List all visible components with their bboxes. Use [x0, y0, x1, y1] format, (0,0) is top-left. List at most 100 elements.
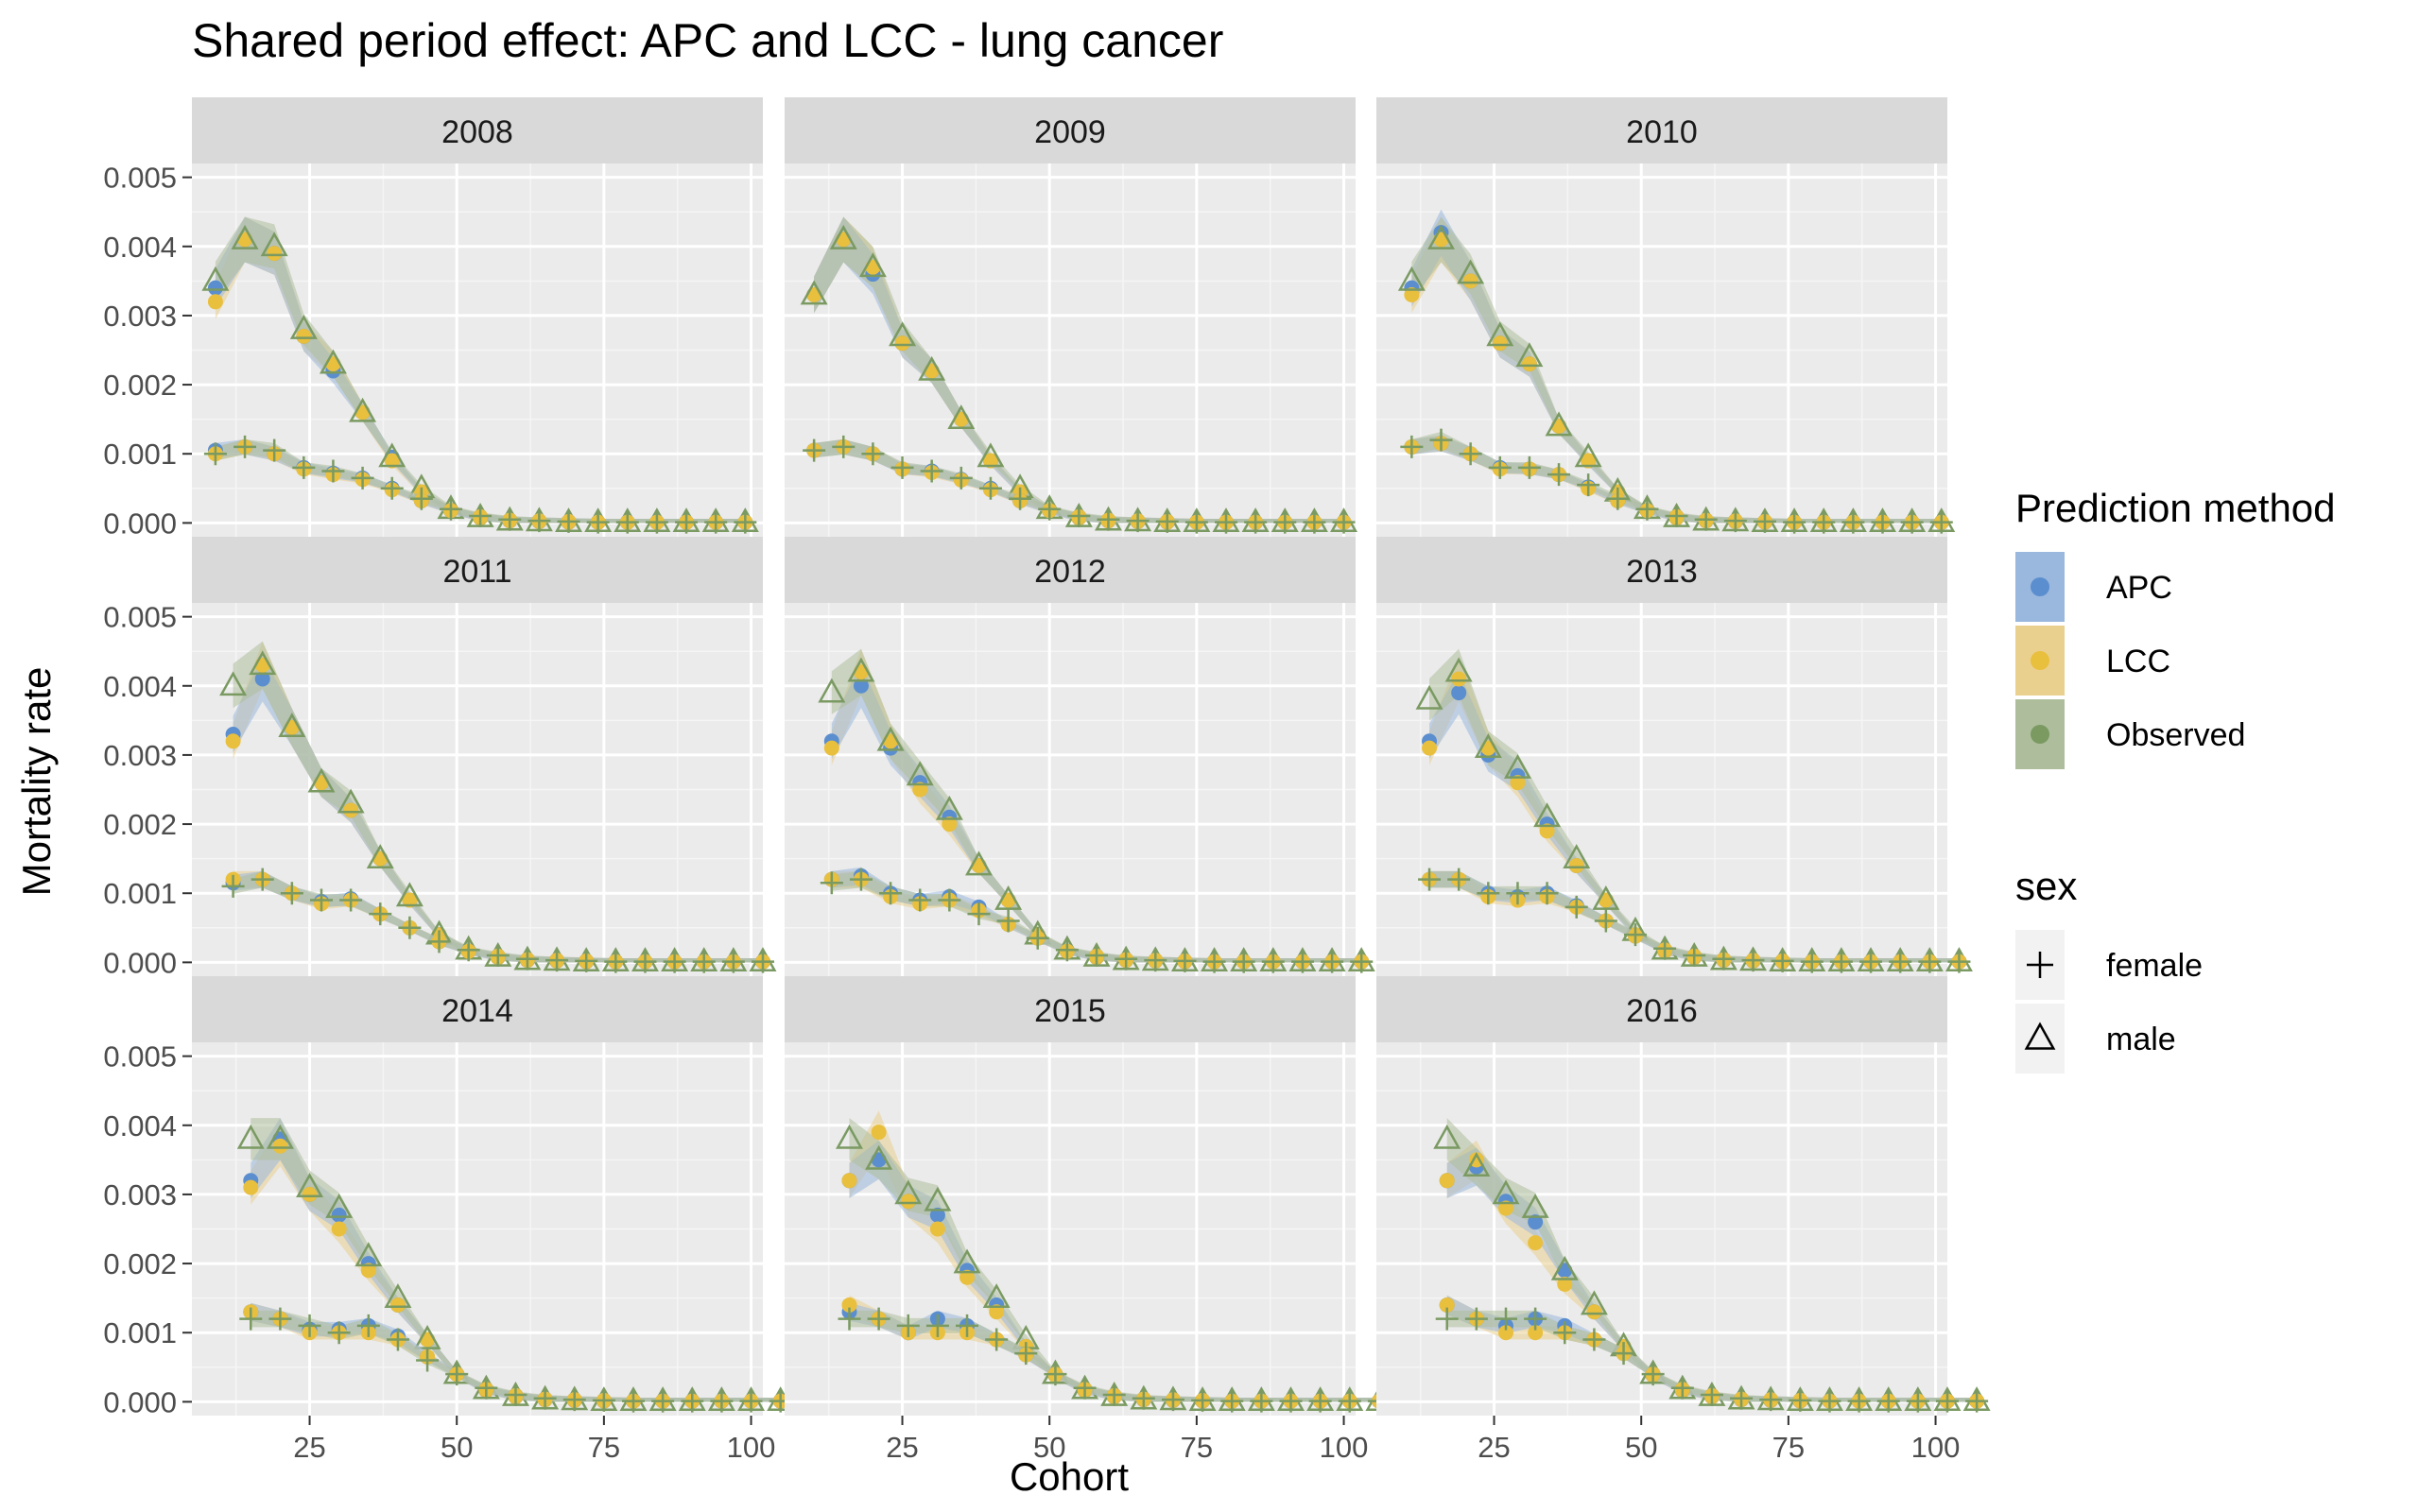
point-observed-female [1547, 463, 1571, 487]
band-observed-female [814, 438, 1344, 524]
point-observed-female [1847, 1389, 1871, 1413]
y-tick-label: 0.001 [103, 877, 177, 910]
point-observed-female [1191, 1388, 1215, 1412]
point-observed-female [1623, 923, 1647, 947]
point-observed-female [1741, 949, 1765, 972]
point-observed-female [545, 949, 569, 972]
point-lcc-male [871, 1125, 887, 1141]
point-lcc-male [302, 1186, 318, 1202]
band-observed-female [1446, 1310, 1978, 1402]
point-observed-male [1533, 802, 1562, 828]
point-lcc-male [254, 657, 270, 673]
point-observed-female [1635, 497, 1659, 521]
y-tick-label: 0.004 [103, 231, 177, 264]
point-observed-female [949, 466, 973, 490]
point-lcc-male [343, 802, 359, 818]
point-lcc-female [1439, 1297, 1455, 1313]
facet-label: 2008 [441, 114, 513, 150]
band-observed-female [215, 438, 746, 524]
point-observed-female [1102, 1383, 1126, 1407]
point-observed-female [710, 1389, 734, 1413]
point-apc-male [871, 1152, 887, 1168]
point-observed-female [615, 510, 639, 534]
point-observed-male [800, 280, 828, 305]
point-observed-male [858, 252, 887, 278]
point-observed-male [236, 1124, 265, 1149]
point-observed-female [498, 507, 522, 531]
point-observed-male [1592, 885, 1620, 910]
point-lcc-male [207, 294, 223, 310]
band-observed-male [1411, 216, 1942, 524]
x-tick-label: 100 [1911, 1431, 1961, 1464]
facet-strip [1376, 537, 1947, 603]
x-tick-label: 50 [1625, 1431, 1657, 1464]
point-observed-male [1492, 1179, 1520, 1205]
point-apc-male [331, 1207, 347, 1223]
point-lcc-male [900, 1194, 916, 1210]
point-observed-male [319, 349, 347, 374]
band-apc-male [233, 656, 763, 963]
point-apc-male [1528, 1214, 1544, 1230]
point-observed-male [876, 726, 905, 751]
point-observed-female [832, 435, 856, 458]
point-lcc-male [1568, 857, 1584, 873]
point-observed-male [1550, 1255, 1579, 1280]
point-lcc-male [894, 335, 910, 352]
point-observed-female [1418, 868, 1442, 891]
point-lcc-male [1557, 1277, 1573, 1293]
point-observed-female [1641, 1363, 1665, 1386]
point-observed-female [1132, 1386, 1155, 1410]
point-observed-male [1521, 1193, 1549, 1218]
point-observed-female [739, 1389, 763, 1413]
point-observed-female [1582, 1328, 1606, 1351]
point-observed-female [1250, 1389, 1273, 1413]
point-observed-female [1126, 509, 1150, 533]
point-observed-female [1144, 949, 1167, 972]
point-observed-female [1261, 950, 1285, 973]
point-observed-female [978, 476, 1002, 500]
point-observed-female [1723, 509, 1747, 533]
point-lcc-female [1497, 1325, 1513, 1341]
y-tick-label: 0.001 [103, 438, 177, 471]
point-observed-female [1202, 950, 1226, 973]
point-observed-female [1936, 1389, 1959, 1413]
point-observed-male [894, 1179, 923, 1205]
point-observed-female [1841, 510, 1865, 534]
y-tick-label: 0.003 [103, 300, 177, 333]
point-lcc-male [883, 733, 899, 749]
point-observed-female [1067, 505, 1091, 528]
point-observed-male [307, 767, 336, 793]
point-observed-female [1789, 1388, 1812, 1412]
point-observed-female [1965, 1389, 1989, 1413]
legend: Prediction method sex APC LCC Observed fema… [2015, 486, 2336, 1074]
point-apc-male [1557, 1263, 1573, 1279]
y-tick-label: 0.005 [103, 162, 177, 195]
point-observed-female [908, 888, 932, 912]
point-observed-female [1859, 950, 1883, 973]
point-observed-male [918, 355, 946, 381]
point-observed-female [263, 438, 286, 462]
point-observed-female [427, 930, 451, 954]
point-lcc-male [989, 1304, 1005, 1320]
y-tick-label: 0.000 [103, 507, 177, 540]
point-observed-female [356, 1314, 380, 1337]
point-observed-male [977, 442, 1005, 468]
point-observed-female [221, 874, 245, 898]
y-tick-label: 0.000 [103, 1385, 177, 1418]
point-observed-female [1783, 510, 1806, 534]
point-observed-female [721, 950, 745, 973]
chart-title: Shared period effect: APC and LCC - lung… [192, 14, 1223, 67]
y-tick-label: 0.005 [103, 1040, 177, 1074]
point-observed-female [1524, 1307, 1547, 1331]
point-observed-female [1173, 949, 1197, 972]
y-axis-label: Mortality rate [14, 667, 59, 897]
point-lcc-male [372, 850, 389, 867]
point-lcc-male [953, 411, 969, 427]
point-observed-male [924, 1186, 952, 1211]
point-observed-male [818, 678, 846, 703]
point-observed-male [829, 224, 857, 249]
point-lcc-male [1528, 1235, 1544, 1251]
point-lcc-male [1000, 892, 1016, 908]
point-observed-female [967, 902, 991, 926]
point-observed-female [1244, 510, 1268, 534]
